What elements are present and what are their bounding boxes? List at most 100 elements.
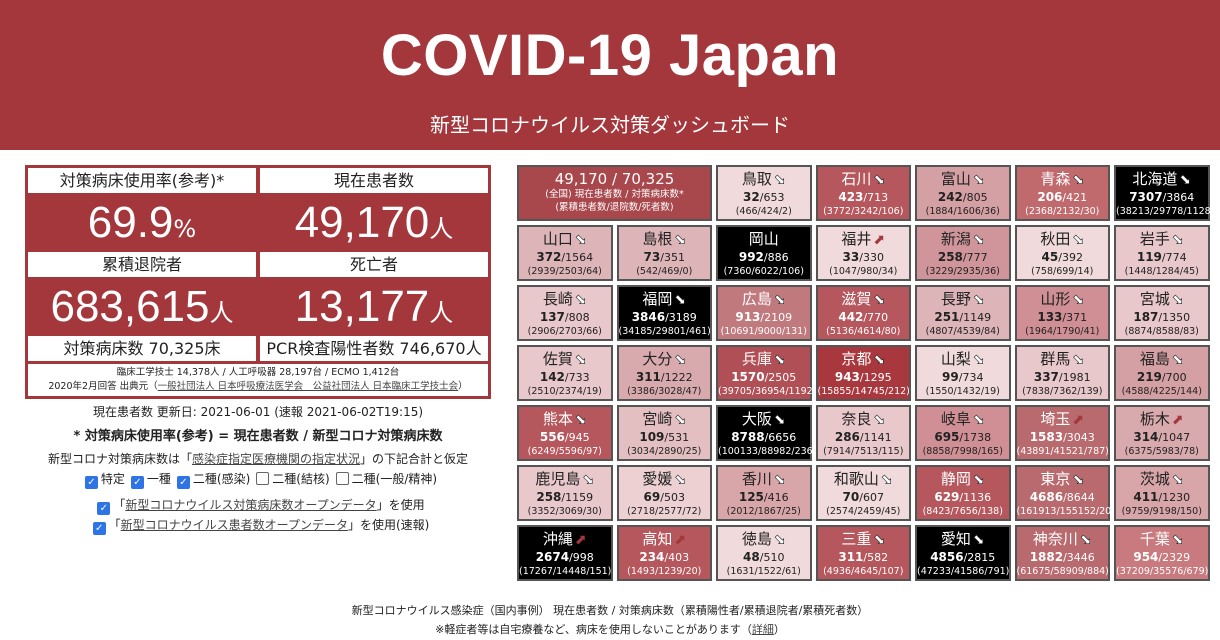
checkbox-bed-type[interactable]: ✓ bbox=[130, 476, 144, 489]
cumulative-totals: (3034/2890/25) bbox=[627, 446, 702, 458]
prefecture-cell[interactable]: 愛知 ⬊ 4856/2815 (47233/41586/791) bbox=[915, 525, 1011, 581]
beds: /808 bbox=[564, 311, 590, 325]
prefecture-cell[interactable]: 徳島 ⬊ 48/510 (1631/1522/61) bbox=[716, 525, 812, 581]
prefecture-cell[interactable]: 富山 ⬊ 242/805 (1884/1606/36) bbox=[915, 165, 1011, 221]
arrow-down-right-icon: ⬊ bbox=[1179, 172, 1192, 189]
prefecture-name: 宮崎 ⬊ bbox=[619, 410, 711, 428]
bed-open-data-link[interactable]: 新型コロナウイルス対策病床数オープンデータ bbox=[125, 498, 377, 512]
arrow-up-right-icon: ⬈ bbox=[1072, 412, 1085, 428]
prefecture-cell[interactable]: 沖縄 ⬈ 2674/998 (17267/14448/151) bbox=[517, 525, 613, 581]
prefecture-cell[interactable]: 大阪 ⬊ 8788/6656 (100133/88982/2363) bbox=[716, 405, 822, 461]
prefecture-cell[interactable]: 鳥取 ⬊ 32/653 (466/424/2) bbox=[716, 165, 812, 221]
current-patients: 99 bbox=[942, 370, 959, 385]
prefecture-name: 茨城 ⬊ bbox=[1116, 470, 1208, 488]
checkbox-bed-type[interactable] bbox=[335, 472, 349, 485]
source-link[interactable]: 一般社団法人 日本呼吸療法医学会 公益社団法人 日本臨床工学技士会 bbox=[157, 381, 459, 392]
prefecture-cell[interactable]: 長崎 ⬊ 137/808 (2906/2703/66) bbox=[517, 285, 613, 341]
prefecture-cell[interactable]: 佐賀 ⬊ 142/733 (2510/2374/19) bbox=[517, 345, 613, 401]
name: 奈良 bbox=[841, 410, 872, 428]
prefecture-cell[interactable]: 宮崎 ⬊ 109/531 (3034/2890/25) bbox=[616, 405, 712, 461]
prefecture-cell[interactable]: 三重 ⬊ 311/582 (4936/4645/107) bbox=[815, 525, 911, 581]
prefecture-cell[interactable]: 大分 ⬊ 311/1222 (3386/3028/47) bbox=[616, 345, 712, 401]
national-total-cell[interactable]: 49,170 / 70,325 (全国) 現在患者数 / 対策病床数* (累積患… bbox=[517, 165, 712, 221]
prefecture-cell[interactable]: 青森 ⬊ 206/421 (2368/2132/30) bbox=[1014, 165, 1110, 221]
cumulative-totals: (2906/2703/66) bbox=[527, 326, 602, 338]
prefecture-cell[interactable]: 福島 ⬊ 219/700 (4588/4225/144) bbox=[1114, 345, 1210, 401]
current-patients: 992 bbox=[738, 250, 764, 265]
prefecture-name: 岐阜 ⬊ bbox=[917, 410, 1009, 428]
prefecture-cell[interactable]: 京都 ⬊ 943/1295 (15855/14745/212) bbox=[815, 345, 911, 401]
beds: /8644 bbox=[1063, 491, 1095, 505]
checkbox-bed-type[interactable]: ✓ bbox=[84, 476, 98, 489]
prefecture-cell[interactable]: 岩手 ⬊ 119/774 (1448/1284/45) bbox=[1114, 225, 1210, 281]
arrow-down-right-icon: ⬊ bbox=[773, 292, 786, 309]
checkbox-open-data-beds[interactable]: ✓ bbox=[97, 502, 111, 515]
prefecture-cell[interactable]: 山口 ⬊ 372/1564 (2939/2503/64) bbox=[517, 225, 613, 281]
prefecture-cell[interactable]: 東京 ⬊ 4686/8644 (161913/155152/2075) bbox=[1014, 465, 1127, 521]
open-data-beds-option: ✓ 「新型コロナウイルス対策病床数オープンデータ」を使用 bbox=[25, 496, 491, 515]
prefecture-cell[interactable]: 北海道 ⬊ 7307/3864 (38213/29778/1128) bbox=[1114, 165, 1214, 221]
prefecture-cell[interactable]: 愛媛 ⬊ 69/503 (2718/2577/72) bbox=[616, 465, 712, 521]
current-over-beds: 109/531 bbox=[619, 430, 711, 445]
text: 」の下記合計と仮定 bbox=[360, 452, 469, 466]
prefecture-cell[interactable]: 宮城 ⬊ 187/1350 (8874/8588/83) bbox=[1114, 285, 1210, 341]
prefecture-name: 奈良 ⬊ bbox=[818, 410, 910, 428]
pcr-positive-count: PCR検査陽性者数 746,670人 bbox=[260, 336, 488, 361]
prefecture-name: 岡山 bbox=[718, 230, 810, 248]
prefecture-cell[interactable]: 香川 ⬊ 125/416 (2012/1867/25) bbox=[716, 465, 812, 521]
prefecture-cell[interactable]: 滋賀 ⬊ 442/770 (5136/4614/80) bbox=[815, 285, 911, 341]
designation-status-link[interactable]: 感染症指定医療機関の指定状況 bbox=[191, 452, 360, 466]
prefecture-cell[interactable]: 奈良 ⬊ 286/1141 (7914/7513/115) bbox=[815, 405, 911, 461]
current-patients: 206 bbox=[1037, 190, 1063, 205]
beds: /3043 bbox=[1063, 431, 1095, 445]
checkbox-bed-type[interactable] bbox=[256, 472, 270, 485]
prefecture-cell[interactable]: 高知 ⬈ 234/403 (1493/1239/20) bbox=[616, 525, 712, 581]
name: 京都 bbox=[841, 350, 872, 368]
prefecture-cell[interactable]: 埼玉 ⬈ 1583/3043 (43891/41521/787) bbox=[1014, 405, 1110, 461]
prefecture-cell[interactable]: 山梨 ⬊ 99/734 (1550/1432/19) bbox=[915, 345, 1011, 401]
checkbox-bed-type[interactable]: ✓ bbox=[176, 476, 190, 489]
prefecture-cell[interactable]: 秋田 ⬊ 45/392 (758/699/14) bbox=[1014, 225, 1110, 281]
beds: /403 bbox=[664, 551, 690, 565]
prefecture-cell[interactable]: 兵庫 ⬊ 1570/2505 (39705/36954/1192) bbox=[716, 345, 816, 401]
cumulative-totals: (3229/2935/36) bbox=[925, 266, 1000, 278]
details-link[interactable]: 詳細 bbox=[751, 623, 774, 636]
arrow-down-right-icon: ⬊ bbox=[773, 172, 786, 189]
prefecture-cell[interactable]: 島根 ⬊ 73/351 (542/469/0) bbox=[616, 225, 712, 281]
prefecture-cell[interactable]: 岐阜 ⬊ 695/1738 (8858/7998/165) bbox=[915, 405, 1011, 461]
current-over-beds: 32/653 bbox=[718, 190, 810, 205]
patient-open-data-link[interactable]: 新型コロナウイルス患者数オープンデータ bbox=[120, 518, 348, 532]
prefecture-cell[interactable]: 福岡 ⬊ 3846/3189 (34185/29801/461) bbox=[616, 285, 712, 341]
prefecture-cell[interactable]: 新潟 ⬊ 258/777 (3229/2935/36) bbox=[915, 225, 1011, 281]
prefecture-cell[interactable]: 福井 ⬈ 33/330 (1047/980/34) bbox=[815, 225, 911, 281]
prefecture-cell[interactable]: 山形 ⬊ 133/371 (1964/1790/41) bbox=[1014, 285, 1110, 341]
prefecture-name: 京都 ⬊ bbox=[818, 350, 910, 368]
checkbox-open-data-patients[interactable]: ✓ bbox=[92, 522, 106, 535]
national-total-caption-2: (累積患者数/退院数/死者数) bbox=[555, 202, 674, 214]
prefecture-cell[interactable]: 静岡 ⬊ 629/1136 (8423/7656/138) bbox=[915, 465, 1011, 521]
arrow-down-right-icon: ⬊ bbox=[773, 412, 786, 429]
beds: /805 bbox=[962, 191, 988, 205]
arrow-down-right-icon: ⬊ bbox=[574, 412, 587, 429]
prefecture-cell[interactable]: 石川 ⬊ 423/713 (3772/3242/106) bbox=[815, 165, 911, 221]
prefecture-cell[interactable]: 群馬 ⬊ 337/1981 (7838/7362/139) bbox=[1014, 345, 1110, 401]
name: 長野 bbox=[940, 290, 971, 308]
prefecture-cell[interactable]: 岡山 992/886 (7360/6022/106) bbox=[716, 225, 812, 281]
prefecture-cell[interactable]: 神奈川 ⬊ 1882/3446 (61675/58909/884) bbox=[1014, 525, 1110, 581]
prefecture-cell[interactable]: 熊本 ⬊ 556/945 (6249/5596/97) bbox=[517, 405, 613, 461]
current-over-beds: 258/1159 bbox=[519, 490, 611, 505]
prefecture-cell[interactable]: 千葉 ⬊ 954/2329 (37209/35576/679) bbox=[1114, 525, 1210, 581]
prefecture-cell[interactable]: 和歌山 ⬊ 70/607 (2574/2459/45) bbox=[815, 465, 911, 521]
checkbox-label: 二種(一般/精神) bbox=[351, 472, 438, 486]
prefecture-cell[interactable]: 広島 ⬊ 913/2109 (10691/9000/131) bbox=[716, 285, 812, 341]
prefecture-cell[interactable]: 茨城 ⬊ 411/1230 (9759/9198/150) bbox=[1114, 465, 1210, 521]
beds: /1350 bbox=[1158, 311, 1191, 325]
name: 滋賀 bbox=[841, 290, 872, 308]
prefecture-cell[interactable]: 長野 ⬊ 251/1149 (4807/4539/84) bbox=[915, 285, 1011, 341]
prefecture-cell[interactable]: 栃木 ⬈ 314/1047 (6375/5983/78) bbox=[1114, 405, 1210, 461]
prefecture-cell[interactable]: 鹿児島 ⬊ 258/1159 (3352/3069/30) bbox=[517, 465, 613, 521]
source-suffix: ） bbox=[458, 381, 468, 392]
beds: /1738 bbox=[959, 431, 992, 445]
name: 栃木 bbox=[1139, 410, 1170, 428]
current-over-beds: 73/351 bbox=[619, 250, 711, 265]
